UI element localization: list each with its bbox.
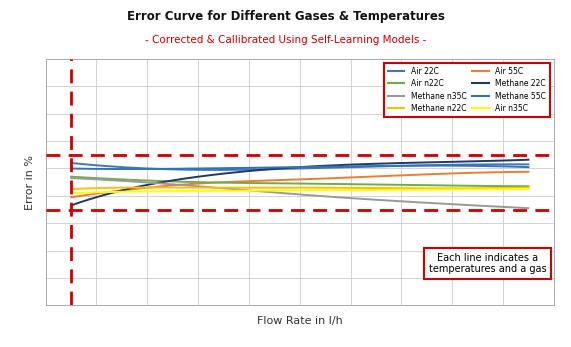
- Text: Each line indicates a
temperatures and a gas: Each line indicates a temperatures and a…: [429, 253, 546, 274]
- Y-axis label: Error in %: Error in %: [25, 155, 35, 210]
- Legend: Air 22C, Air n22C, Methane n35C, Methane n22C, Air 55C, Methane 22C, Methane 55C: Air 22C, Air n22C, Methane n35C, Methane…: [384, 63, 550, 117]
- Text: Error Curve for Different Gases & Temperatures: Error Curve for Different Gases & Temper…: [127, 10, 444, 23]
- Text: - Corrected & Callibrated Using Self-Learning Models -: - Corrected & Callibrated Using Self-Lea…: [145, 35, 426, 45]
- X-axis label: Flow Rate in l/h: Flow Rate in l/h: [257, 316, 343, 326]
